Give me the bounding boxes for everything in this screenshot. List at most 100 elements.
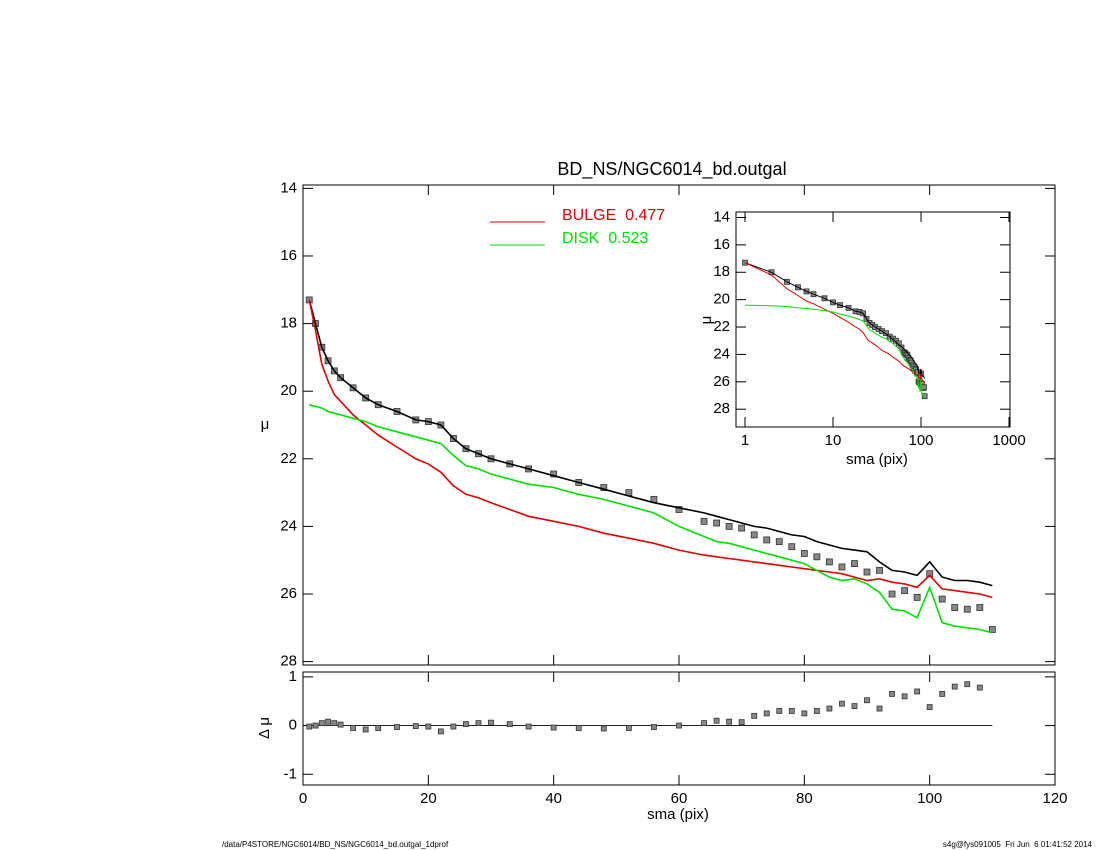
residual-point xyxy=(964,681,971,688)
residual-point xyxy=(813,708,820,714)
data-point xyxy=(550,470,558,478)
data-point xyxy=(775,538,783,546)
footer-stamp: s4g@fys091005 Fri Jun 6 01:41:52 2014 xyxy=(943,840,1093,849)
residual-point xyxy=(738,719,745,726)
series-line xyxy=(744,262,926,384)
residual-point xyxy=(976,684,983,691)
data-point xyxy=(750,531,758,539)
residual-point xyxy=(312,722,319,729)
data-point xyxy=(876,566,883,574)
data-point xyxy=(921,393,928,400)
residual-point xyxy=(939,691,946,697)
data-point xyxy=(742,259,748,266)
residual-point xyxy=(437,728,444,735)
residual-point xyxy=(701,720,707,727)
data-point xyxy=(788,543,796,551)
y-tick-label: 28 xyxy=(713,400,730,417)
residual-point xyxy=(763,710,770,717)
x-tick-label: 120 xyxy=(1042,790,1067,807)
data-point xyxy=(826,558,833,566)
data-point xyxy=(851,560,858,567)
data-point xyxy=(921,384,927,391)
residual-point xyxy=(394,724,400,730)
y-tick-label: 22 xyxy=(280,450,297,467)
data-point xyxy=(951,604,959,611)
legend-label: DISK 0.523 xyxy=(562,230,648,247)
data-point xyxy=(901,587,908,595)
residual-point xyxy=(788,708,795,714)
chart-title: BD_NS/NGC6014_bd.outgal xyxy=(557,159,786,180)
series-line xyxy=(744,304,926,398)
residual-point xyxy=(876,705,883,712)
data-point xyxy=(976,604,984,611)
residual-point xyxy=(463,721,469,728)
residual-point xyxy=(575,725,582,731)
data-point xyxy=(700,517,708,525)
data-point xyxy=(863,568,871,576)
x-tick-label: 100 xyxy=(909,432,934,449)
residual-point xyxy=(412,723,419,729)
data-point xyxy=(926,570,934,578)
x-tick-label: 20 xyxy=(420,790,437,807)
data-point xyxy=(888,590,896,598)
residual-point xyxy=(826,705,833,712)
residual-point xyxy=(926,704,933,710)
data-point xyxy=(763,536,771,544)
residual-point xyxy=(851,703,858,709)
residual-point xyxy=(600,725,607,732)
series-line xyxy=(309,403,993,634)
residual-point xyxy=(350,725,357,731)
data-point xyxy=(713,519,720,527)
data-point xyxy=(738,524,746,532)
residual-point xyxy=(331,720,338,727)
data-point xyxy=(938,595,946,603)
y-tick-label: 28 xyxy=(280,653,297,670)
x-tick-label: 10 xyxy=(825,432,842,449)
residual-point xyxy=(889,691,895,697)
residual-point xyxy=(776,708,783,714)
y-tick-label: 18 xyxy=(280,315,297,332)
data-point xyxy=(913,593,921,601)
residual-point xyxy=(475,720,482,727)
residual-point xyxy=(306,723,313,730)
residual-point xyxy=(864,697,870,704)
residual-point xyxy=(362,726,369,733)
x-tick-label: 1000 xyxy=(992,432,1025,449)
series-line xyxy=(308,299,993,587)
series-line xyxy=(308,299,993,599)
x-tick-label: 80 xyxy=(796,790,813,807)
legend-label: BULGE 0.477 xyxy=(562,207,665,224)
data-point xyxy=(600,484,608,491)
y-tick-label: 16 xyxy=(280,247,297,264)
residual-point xyxy=(488,719,494,726)
data-point xyxy=(725,523,733,530)
y-tick-label: 0 xyxy=(289,717,297,734)
data-point xyxy=(800,550,808,557)
y-tick-label: 14 xyxy=(713,208,730,225)
y-tick-label: -1 xyxy=(284,765,297,782)
y-tick-label: 26 xyxy=(713,373,730,390)
inset-x-label: sma (pix) xyxy=(846,451,908,468)
residual-point xyxy=(726,718,733,725)
residual-point xyxy=(318,720,325,727)
residual-point xyxy=(713,717,720,724)
residual-point xyxy=(425,723,432,730)
y-axis-label: μ xyxy=(261,416,270,433)
y-tick-label: 24 xyxy=(280,517,297,534)
y-tick-label: 18 xyxy=(713,263,730,280)
residual-point xyxy=(839,700,845,707)
residual-point xyxy=(951,683,958,690)
data-point xyxy=(963,605,971,613)
residual-point xyxy=(550,724,557,731)
footer-path: /data/P4STORE/NGC6014/BD_NS/NGC6014_bd.o… xyxy=(222,840,449,849)
y-tick-label: 14 xyxy=(280,179,297,196)
y-tick-label: 20 xyxy=(280,382,297,399)
y-tick-label: 16 xyxy=(713,236,730,253)
x-tick-label: 0 xyxy=(299,790,307,807)
residual-point xyxy=(651,724,657,730)
inset-y-label: μ xyxy=(698,316,715,325)
y-tick-label: 26 xyxy=(280,585,297,602)
residual-point xyxy=(337,721,344,728)
data-point xyxy=(813,553,821,561)
x-tick-label: 60 xyxy=(671,790,688,807)
